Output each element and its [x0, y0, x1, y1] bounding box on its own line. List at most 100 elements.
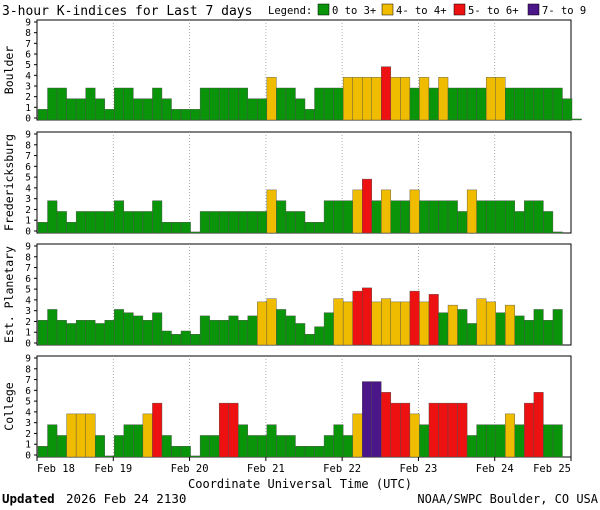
- k-index-bar: [428, 200, 439, 234]
- k-index-bar: [533, 200, 544, 234]
- k-index-bar: [552, 231, 563, 234]
- x-tick-label: Feb 19: [94, 463, 132, 475]
- k-index-bar: [390, 200, 401, 234]
- k-index-bar: [466, 189, 477, 234]
- k-index-bar: [447, 402, 458, 458]
- x-tick-label: Feb 21: [247, 463, 285, 475]
- k-index-bar: [247, 211, 258, 234]
- k-index-bar: [476, 200, 487, 234]
- k-index-bar: [543, 87, 554, 121]
- k-index-bar: [333, 87, 344, 121]
- k-index-bar: [457, 309, 468, 346]
- k-index-bar: [390, 77, 401, 121]
- y-tick-label: 7: [25, 151, 31, 162]
- k-index-bar: [304, 109, 315, 121]
- k-index-bar: [56, 435, 67, 458]
- k-index-bar: [276, 87, 287, 121]
- k-index-bar: [257, 211, 268, 234]
- k-index-bar: [466, 87, 477, 121]
- k-index-bar: [514, 87, 525, 121]
- k-index-bar: [180, 222, 191, 234]
- k-index-bar: [228, 315, 239, 346]
- k-index-bar: [47, 200, 58, 234]
- k-index-bar: [362, 287, 372, 346]
- k-index-bar: [114, 200, 125, 234]
- k-index-bar: [47, 424, 58, 458]
- k-index-bar: [114, 435, 125, 458]
- y-tick-label: 1: [25, 440, 31, 451]
- k-index-bar: [66, 413, 77, 458]
- y-tick-label: 7: [25, 39, 31, 50]
- k-index-bar: [56, 320, 67, 346]
- k-index-bar: [238, 87, 248, 121]
- y-tick-label: 6: [25, 50, 31, 61]
- y-tick-label: 9: [25, 130, 31, 141]
- y-tick-label: 9: [25, 242, 31, 253]
- legend-text-4: 7- to 9: [542, 5, 586, 17]
- k-index-bar: [400, 301, 411, 346]
- k-index-bar: [276, 435, 287, 458]
- k-index-bar: [66, 323, 77, 346]
- k-index-bar: [190, 455, 201, 458]
- k-index-bar: [457, 211, 468, 234]
- y-tick-label: 6: [25, 162, 31, 173]
- y-tick-label: 4: [25, 71, 31, 82]
- k-index-bar: [447, 200, 458, 234]
- k-index-bar: [485, 77, 496, 121]
- k-index-bar: [247, 435, 258, 458]
- k-index-bar: [104, 109, 115, 121]
- k-index-bar: [314, 222, 325, 234]
- k-index-bar: [161, 330, 172, 346]
- k-index-bar: [352, 77, 363, 121]
- y-tick-label: 6: [25, 274, 31, 285]
- k-index-bar: [381, 298, 392, 346]
- k-index-bar: [190, 334, 201, 346]
- k-index-bar: [123, 312, 134, 346]
- k-index-bar: [381, 66, 392, 121]
- y-tick-label: 4: [25, 183, 31, 194]
- k-index-bar: [342, 200, 353, 234]
- k-index-bar: [438, 77, 449, 121]
- k-index-bar: [476, 298, 487, 346]
- k-index-bar: [333, 298, 344, 346]
- k-index-bar: [314, 87, 325, 121]
- k-index-bar: [95, 435, 105, 458]
- k-index-bar: [152, 200, 163, 234]
- k-index-bar: [114, 87, 125, 121]
- updated-value: 2026 Feb 24 2130: [66, 491, 186, 506]
- k-index-bar: [505, 200, 515, 234]
- k-index-bar: [543, 424, 554, 458]
- y-tick-label: 1: [25, 328, 31, 339]
- k-index-bar: [228, 211, 239, 234]
- k-index-bar: [95, 211, 105, 234]
- x-tick-label: Feb 20: [171, 463, 209, 475]
- k-index-bar: [228, 87, 239, 121]
- k-index-bar: [466, 323, 477, 346]
- y-tick-label: 8: [25, 364, 31, 375]
- x-tick-label: Feb 24: [476, 463, 514, 475]
- k-index-bar: [362, 381, 372, 458]
- k-index-bar: [419, 424, 430, 458]
- k-index-bar: [476, 87, 487, 121]
- k-index-bar: [123, 211, 134, 234]
- k-index-bar: [543, 211, 554, 234]
- k-index-bar: [409, 290, 420, 346]
- k-index-bar: [142, 413, 153, 458]
- k-index-bar: [495, 424, 506, 458]
- source-credit: NOAA/SWPC Boulder, CO USA: [417, 492, 598, 506]
- k-index-bar: [381, 189, 392, 234]
- k-index-bar: [180, 330, 191, 346]
- k-index-bar: [362, 77, 372, 121]
- k-index-bar: [66, 222, 77, 234]
- x-axis-label: Coordinate Universal Time (UTC): [188, 477, 412, 491]
- k-index-bar: [552, 309, 563, 346]
- k-index-bar: [209, 87, 220, 121]
- y-tick-label: 1: [25, 103, 31, 114]
- k-index-bar: [276, 200, 287, 234]
- k-index-bar: [390, 402, 401, 458]
- k-index-bar: [323, 435, 334, 458]
